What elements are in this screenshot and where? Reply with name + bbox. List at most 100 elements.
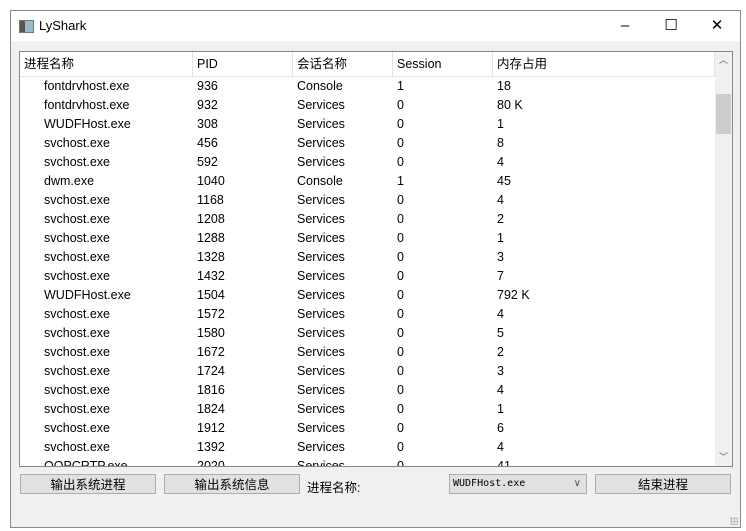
- table-cell: Services: [297, 345, 345, 359]
- table-cell: Services: [297, 136, 345, 150]
- table-cell: 0: [397, 288, 404, 302]
- table-cell: 4: [497, 440, 504, 454]
- scroll-thumb[interactable]: [716, 94, 731, 134]
- table-cell: 5: [497, 326, 504, 340]
- table-row[interactable]: svchost.exe 1208 Services 0 2: [20, 210, 715, 229]
- table-cell: 0: [397, 98, 404, 112]
- table-cell: svchost.exe: [44, 250, 111, 264]
- table-cell: 4: [497, 307, 504, 321]
- minimize-button[interactable]: –: [620, 17, 630, 34]
- table-row[interactable]: fontdrvhost.exe 932 Services 0 80 K: [20, 96, 715, 115]
- table-cell: 4: [497, 155, 504, 169]
- table-cell: 0: [397, 383, 404, 397]
- table-cell: 1580: [197, 326, 225, 340]
- table-cell: 6: [497, 421, 504, 435]
- scroll-up-icon[interactable]: ︿: [718, 55, 728, 65]
- process-table[interactable]: 进程名称 PID 会话名称 Session 内存占用 fontdrvhost.exe 93…: [19, 51, 733, 467]
- table-row[interactable]: svchost.exe 1824 Services 0 1: [20, 400, 715, 419]
- table-row[interactable]: svchost.exe 1432 Services 0 7: [20, 267, 715, 286]
- table-cell: svchost.exe: [44, 345, 111, 359]
- table-cell: 0: [397, 307, 404, 321]
- table-cell: 2: [497, 345, 504, 359]
- table-row[interactable]: fontdrvhost.exe 936 Console 1 18: [20, 77, 715, 96]
- table-cell: 0: [397, 459, 404, 467]
- column-header[interactable]: 内存占用: [493, 52, 715, 76]
- table-cell: svchost.exe: [44, 136, 111, 150]
- process-select[interactable]: WUDFHost.exe ∨: [449, 474, 587, 494]
- scroll-down-icon[interactable]: ﹀: [718, 452, 728, 462]
- table-cell: 1816: [197, 383, 225, 397]
- table-cell: 1288: [197, 231, 225, 245]
- table-cell: 0: [397, 250, 404, 264]
- table-cell: 3: [497, 364, 504, 378]
- vertical-scrollbar[interactable]: ︿ ﹀: [715, 52, 732, 466]
- table-cell: 0: [397, 421, 404, 435]
- table-cell: 45: [497, 174, 511, 188]
- table-cell: 41: [497, 459, 511, 467]
- table-cell: Services: [297, 440, 345, 454]
- table-cell: svchost.exe: [44, 193, 111, 207]
- export-processes-button[interactable]: 输出系统进程: [20, 474, 156, 494]
- table-cell: Services: [297, 459, 345, 467]
- table-cell: Services: [297, 117, 345, 131]
- column-header[interactable]: 进程名称: [20, 52, 193, 76]
- chevron-down-icon: ∨: [573, 478, 581, 489]
- table-cell: svchost.exe: [44, 383, 111, 397]
- table-cell: 308: [197, 117, 218, 131]
- close-button[interactable]: ✕: [710, 17, 724, 34]
- table-cell: Services: [297, 402, 345, 416]
- table-row[interactable]: OOPCRTP.exe 2020 Services 0 41: [20, 457, 715, 467]
- resize-grip-icon[interactable]: [730, 517, 738, 525]
- table-cell: 1572: [197, 307, 225, 321]
- table-body: fontdrvhost.exe 936 Console 1 18 fontdrvhost.…: [20, 77, 715, 467]
- table-cell: 0: [397, 440, 404, 454]
- table-row[interactable]: svchost.exe 1580 Services 0 5: [20, 324, 715, 343]
- title-bar: LyShark – ☐ ✕: [11, 11, 740, 41]
- table-cell: 0: [397, 326, 404, 340]
- table-row[interactable]: svchost.exe 1168 Services 0 4: [20, 191, 715, 210]
- table-cell: 1504: [197, 288, 225, 302]
- table-row[interactable]: svchost.exe 1912 Services 0 6: [20, 419, 715, 438]
- table-row[interactable]: svchost.exe 1328 Services 0 3: [20, 248, 715, 267]
- window-title: LyShark: [39, 18, 87, 33]
- table-cell: WUDFHost.exe: [44, 288, 131, 302]
- table-row[interactable]: WUDFHost.exe 308 Services 0 1: [20, 115, 715, 134]
- table-cell: 0: [397, 269, 404, 283]
- table-cell: fontdrvhost.exe: [44, 79, 130, 93]
- table-cell: 936: [197, 79, 218, 93]
- table-cell: 1432: [197, 269, 225, 283]
- table-cell: 1724: [197, 364, 225, 378]
- maximize-button[interactable]: ☐: [664, 17, 678, 34]
- export-sysinfo-button[interactable]: 输出系统信息: [164, 474, 300, 494]
- column-header[interactable]: 会话名称: [293, 52, 393, 76]
- table-row[interactable]: svchost.exe 1572 Services 0 4: [20, 305, 715, 324]
- table-cell: 18: [497, 79, 511, 93]
- column-header[interactable]: PID: [193, 52, 293, 76]
- table-row[interactable]: WUDFHost.exe 1504 Services 0 792 K: [20, 286, 715, 305]
- table-cell: svchost.exe: [44, 212, 111, 226]
- column-header[interactable]: Session: [393, 52, 493, 76]
- kill-process-button[interactable]: 结束进程: [595, 474, 731, 494]
- table-cell: Console: [297, 174, 343, 188]
- table-cell: 1328: [197, 250, 225, 264]
- table-row[interactable]: dwm.exe 1040 Console 1 45: [20, 172, 715, 191]
- table-cell: 0: [397, 212, 404, 226]
- table-row[interactable]: svchost.exe 1392 Services 0 4: [20, 438, 715, 457]
- table-row[interactable]: svchost.exe 456 Services 0 8: [20, 134, 715, 153]
- table-row[interactable]: svchost.exe 592 Services 0 4: [20, 153, 715, 172]
- process-select-value: WUDFHost.exe: [453, 478, 526, 489]
- table-cell: dwm.exe: [44, 174, 95, 188]
- table-row[interactable]: svchost.exe 1816 Services 0 4: [20, 381, 715, 400]
- table-cell: WUDFHost.exe: [44, 117, 131, 131]
- table-cell: svchost.exe: [44, 440, 111, 454]
- table-row[interactable]: svchost.exe 1672 Services 0 2: [20, 343, 715, 362]
- table-cell: Services: [297, 231, 345, 245]
- table-row[interactable]: svchost.exe 1724 Services 0 3: [20, 362, 715, 381]
- table-cell: 1392: [197, 440, 225, 454]
- table-cell: Services: [297, 383, 345, 397]
- table-cell: 1: [397, 79, 404, 93]
- table-cell: 1208: [197, 212, 225, 226]
- table-row[interactable]: svchost.exe 1288 Services 0 1: [20, 229, 715, 248]
- table-cell: 932: [197, 98, 218, 112]
- table-header: 进程名称 PID 会话名称 Session 内存占用: [20, 52, 715, 77]
